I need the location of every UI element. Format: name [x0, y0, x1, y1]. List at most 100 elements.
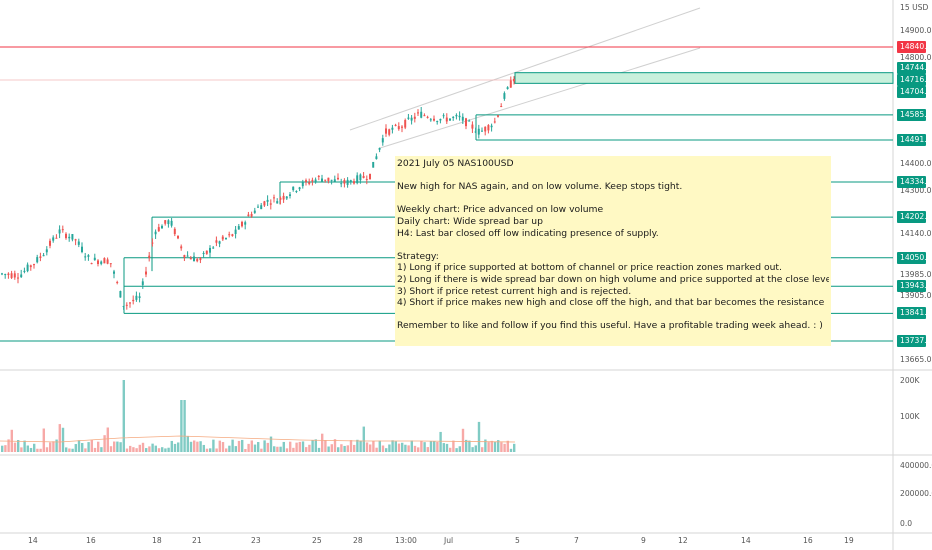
candle-body — [13, 273, 16, 278]
candle-body — [209, 247, 211, 253]
candle-body — [1, 273, 3, 275]
candle-body — [247, 214, 250, 217]
time-tick-label: 28 — [353, 536, 363, 545]
volume-bar — [103, 435, 106, 452]
note-h4: H4: Last bar closed off low indicating p… — [397, 227, 659, 239]
volume-bar — [381, 445, 385, 452]
volume-bar — [445, 443, 449, 452]
candle-body — [429, 119, 432, 121]
candle-body — [356, 175, 359, 184]
volume-bar — [285, 448, 289, 452]
candle-body — [141, 281, 144, 285]
volume-bar — [372, 440, 375, 452]
candle-body — [52, 237, 55, 241]
candle-body — [503, 93, 506, 99]
volume-bar — [305, 447, 308, 452]
indicator-tick-label: 200000.0 — [900, 489, 932, 498]
candle-body — [183, 255, 186, 258]
candle-body — [282, 195, 285, 200]
volume-bar — [202, 444, 205, 452]
candle-body — [36, 257, 39, 263]
candle-body — [500, 106, 503, 108]
volume-bar — [289, 441, 292, 452]
candle-body — [49, 240, 51, 246]
candle-body — [372, 161, 375, 168]
candle-body — [212, 247, 215, 249]
candle-body — [90, 263, 93, 265]
volume-bar — [362, 426, 365, 452]
candlestick-series — [1, 76, 515, 310]
volume-bar — [497, 440, 500, 452]
time-tick-label: Jul — [444, 536, 454, 545]
candle-body — [135, 295, 138, 300]
volume-bar — [471, 447, 474, 452]
candle-body — [241, 221, 243, 227]
volume-bar — [244, 448, 247, 452]
candle-body — [273, 197, 275, 199]
volume-bar — [439, 431, 442, 452]
volume-bar — [52, 441, 55, 452]
volume-bar — [186, 435, 189, 452]
candle-body — [295, 190, 298, 192]
candle-body — [375, 156, 378, 160]
candle-body — [145, 271, 147, 275]
candle-body — [58, 229, 61, 234]
candle-body — [509, 80, 512, 88]
candle-body — [493, 121, 496, 123]
price-tick-label: 14140.0 — [900, 228, 932, 238]
volume-bar — [119, 442, 122, 452]
candle-body — [55, 237, 58, 239]
volume-bar — [391, 440, 394, 452]
volume-bar — [388, 444, 391, 452]
volume-bar — [167, 447, 170, 452]
volume-bar — [330, 444, 333, 452]
volume-bar — [253, 444, 257, 452]
candle-body — [173, 228, 176, 235]
volume-bar — [58, 424, 61, 452]
candle-body — [180, 246, 183, 249]
volume-bar — [365, 442, 369, 452]
volume-bar — [74, 444, 77, 452]
volume-bar — [157, 448, 161, 452]
volume-bar — [106, 427, 109, 452]
volume-bar — [173, 443, 177, 452]
price-level-tag: 14050.2 — [897, 251, 931, 264]
volume-bar — [292, 447, 295, 452]
candle-body — [106, 259, 109, 264]
volume-bar — [369, 444, 372, 452]
analysis-note[interactable]: 2021 July 05 NAS100USD New high for NAS … — [395, 156, 831, 346]
volume-bar — [349, 440, 353, 452]
candle-body — [164, 220, 167, 224]
volume-bar — [452, 440, 455, 452]
candle-body — [285, 196, 288, 199]
candle-body — [433, 118, 435, 121]
volume-bar — [410, 440, 413, 452]
candle-body — [68, 236, 71, 239]
candle-body — [45, 249, 48, 253]
candle-body — [234, 229, 237, 234]
volume-bar — [199, 441, 202, 452]
price-level-tag: 14744.0 — [897, 62, 931, 74]
price-level-tag: 14334.0 — [897, 176, 931, 188]
note-closing: Remember to like and follow if you find … — [397, 320, 823, 332]
volume-bar — [458, 446, 461, 452]
price-level-tag: 14491.6 — [897, 133, 931, 146]
candle-body — [353, 181, 355, 184]
candle-body — [276, 201, 279, 204]
price-tick-label: 13985.0 — [900, 270, 932, 280]
candle-body — [340, 183, 343, 185]
candle-body — [369, 173, 371, 180]
volume-bar — [97, 441, 100, 452]
volume-bar — [129, 445, 132, 452]
candle-body — [477, 128, 480, 135]
volume-bar — [429, 441, 433, 452]
candle-body — [461, 116, 464, 121]
candle-body — [205, 250, 208, 254]
candle-body — [167, 220, 170, 225]
candle-body — [506, 87, 509, 89]
volume-bar — [298, 441, 301, 452]
price-level-tag: 14704.0 — [897, 86, 931, 98]
volume-bar — [189, 441, 193, 452]
supply-zone — [514, 72, 894, 84]
volume-bar — [477, 421, 481, 452]
